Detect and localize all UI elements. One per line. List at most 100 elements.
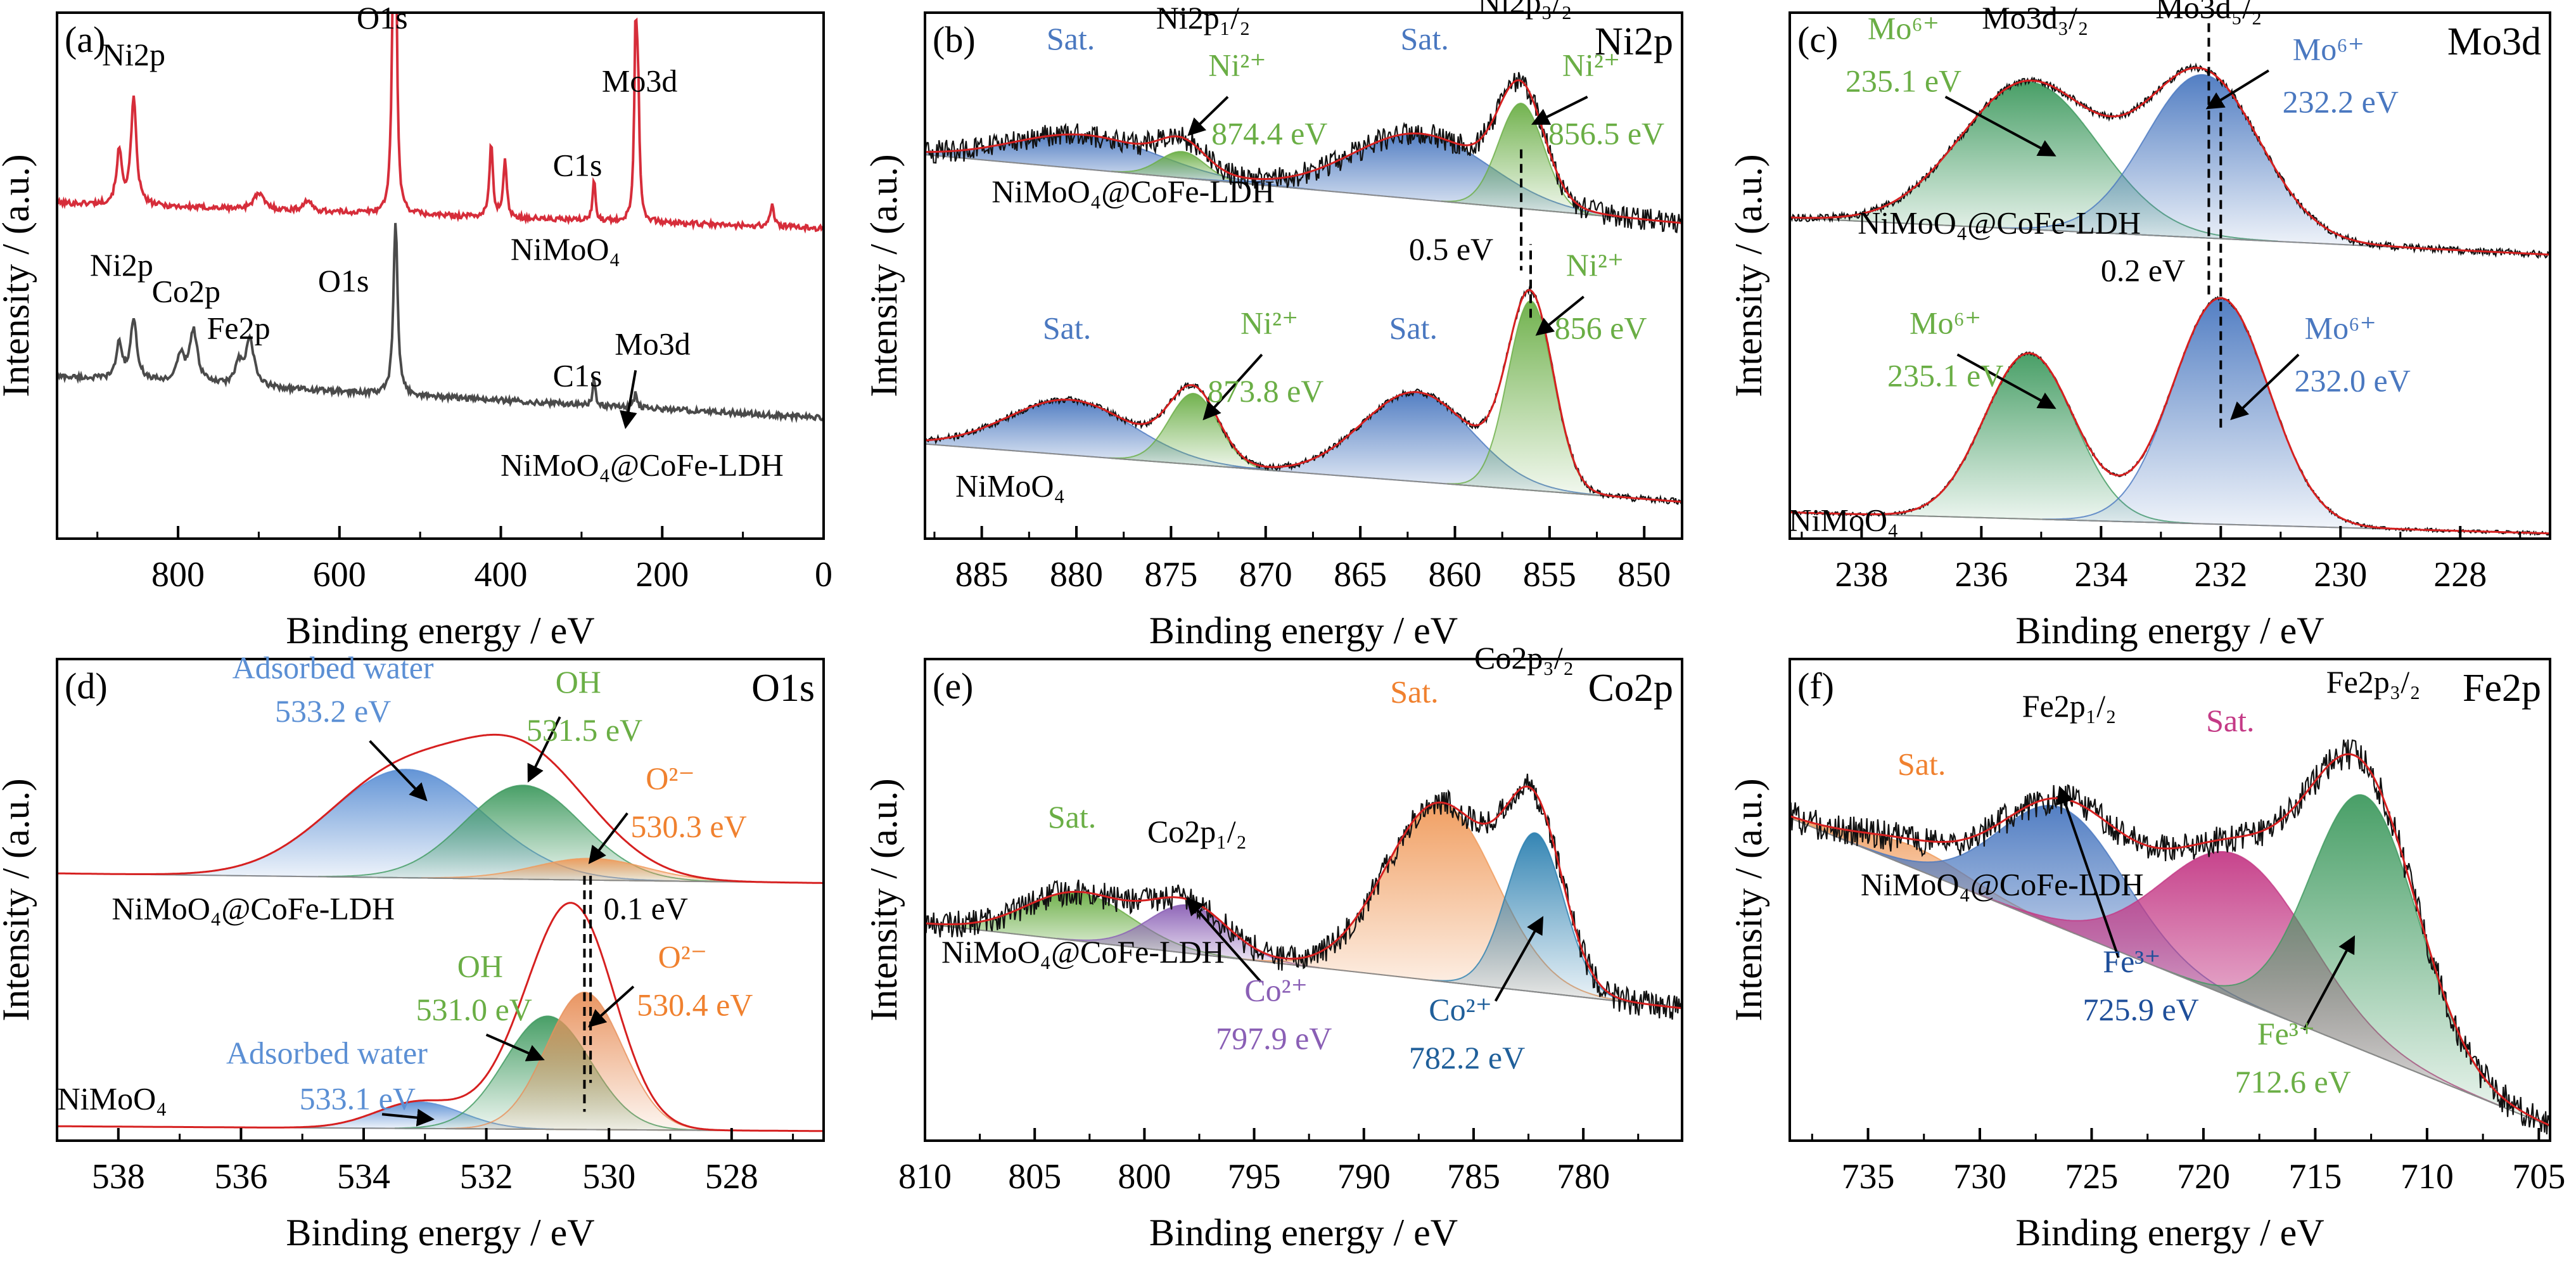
x-tick-label: 850	[1617, 555, 1671, 594]
peak-annotation: Fe³⁺	[2103, 944, 2160, 979]
x-tick-label: 795	[1228, 1157, 1281, 1196]
peak-annotation: Co2p₃/₂	[1474, 640, 1574, 676]
x-tick-label: 530	[582, 1157, 635, 1196]
annotation-arrow	[1185, 897, 1262, 983]
peak-annotation: Ni²⁺	[1240, 305, 1298, 340]
x-axis-label: Binding energy / eV	[286, 1212, 594, 1253]
peak-annotation: Mo3d	[615, 326, 690, 362]
peak-annotation: Fe2p	[207, 311, 271, 346]
peak-annotation: NiMoO₄	[58, 1081, 167, 1117]
plot-area	[1790, 62, 2550, 536]
peak-annotation: NiMoO₄@CoFe-LDH	[992, 174, 1275, 209]
peak-annotation: 530.3 eV	[630, 809, 746, 844]
x-axis-label: Binding energy / eV	[1149, 610, 1458, 651]
annotation-arrow	[1956, 353, 2056, 409]
peak-annotation: Adsorbed water	[233, 650, 434, 685]
panel-title: O1s	[751, 667, 815, 710]
x-axis-label: Binding energy / eV	[2015, 610, 2324, 651]
annotation-arrow	[485, 1033, 545, 1061]
fit-envelope	[57, 902, 824, 1132]
peak-annotation: Ni2p	[102, 37, 165, 72]
peak-annotation: 873.8 eV	[1208, 373, 1323, 409]
peak-annotation: Mo⁶⁺	[2293, 32, 2364, 67]
annotation-arrow	[588, 812, 628, 864]
peak-annotation: Mo⁶⁺	[2305, 311, 2376, 346]
peak-annotation: 235.1 eV	[1846, 63, 1961, 99]
x-tick-label: 800	[151, 555, 205, 594]
fit-envelope	[1790, 297, 2550, 535]
peak-annotation: Sat.	[1400, 21, 1448, 56]
x-tick-label: 234	[2074, 555, 2127, 594]
peak-annotation: 232.0 eV	[2295, 363, 2411, 399]
peak-annotation: NiMoO₄	[955, 468, 1065, 504]
x-tick-label: 855	[1523, 555, 1576, 594]
x-tick-label: 790	[1337, 1157, 1391, 1196]
x-tick-label: 880	[1050, 555, 1103, 594]
panel-label: (c)	[1797, 19, 1838, 60]
x-tick-label: 810	[898, 1157, 952, 1196]
peak-annotation: C1s	[553, 357, 603, 393]
peak-annotation: Sat.	[1390, 674, 1438, 709]
peak-annotation: Mo⁶⁺	[1868, 11, 1939, 46]
peak-annotation: Fe³⁺	[2257, 1016, 2315, 1051]
x-tick-label: 715	[2288, 1157, 2342, 1196]
peak-annotation: Mo3d	[602, 63, 677, 99]
x-tick-label: 528	[705, 1157, 758, 1196]
peak-annotation: NiMoO₄	[511, 231, 620, 267]
peak-annotation: Mo3d₅/₂	[2155, 0, 2262, 25]
peak-annotation: Sat.	[1047, 21, 1095, 56]
fit-baseline	[1790, 817, 2550, 1127]
annotation-arrow	[381, 1108, 435, 1127]
peak-annotation: 533.1 eV	[300, 1081, 416, 1117]
peak-annotation: Sat.	[2206, 703, 2254, 738]
fit-baseline	[925, 154, 1682, 224]
x-tick-label: 538	[92, 1157, 145, 1196]
fit-envelope	[1790, 753, 2550, 1127]
peak-annotation: Co²⁺	[1429, 992, 1492, 1027]
plot-frame	[924, 658, 1683, 1142]
peak-annotation: Ni2p	[90, 247, 153, 283]
x-tick-label: 536	[214, 1157, 267, 1196]
peak-annotation: 856 eV	[1555, 311, 1647, 346]
peak-annotation: OH	[556, 664, 601, 700]
plot-frame	[1789, 658, 2551, 1142]
peak-annotation: 0.1 eV	[604, 890, 688, 926]
x-tick-label: 885	[955, 555, 1009, 594]
peak-annotation: 856.5 eV	[1548, 116, 1664, 151]
peak-annotation: NiMoO₄@CoFe-LDH	[1861, 866, 2144, 902]
panel-e: 810 805 800 795 790 785 780 Binding energy / eV…	[863, 640, 1683, 1253]
panel-label: (e)	[933, 665, 973, 707]
panel-d: 538 536 534 532 530 528 Binding energy / eV Int…	[0, 650, 825, 1253]
peak-annotation: NiMoO₄@CoFe-LDH	[941, 934, 1225, 970]
annotation-arrow	[1531, 96, 1588, 125]
peak-annotation: 782.2 eV	[1409, 1040, 1525, 1075]
peak-annotation: O1s	[357, 0, 408, 35]
panel-title: Co2p	[1588, 667, 1673, 710]
peak-annotation: Ni²⁺	[1562, 48, 1620, 83]
panel-label: (a)	[65, 19, 105, 60]
panel-label: (f)	[1797, 665, 1834, 707]
panel-c: 238 236 234 232 230 228 Binding energy / eV Int…	[1728, 0, 2551, 651]
y-axis-label: Intensity / (a.u.)	[863, 778, 905, 1021]
x-tick-label: 532	[460, 1157, 513, 1196]
annotation-arrow	[1535, 295, 1584, 336]
x-tick-label: 705	[2512, 1157, 2565, 1196]
x-tick-label: 230	[2314, 555, 2367, 594]
peak-annotation: Fe2p₃/₂	[2326, 664, 2421, 700]
panel-label: (b)	[933, 19, 976, 60]
x-axis-label: Binding energy / eV	[2015, 1212, 2324, 1253]
x-tick-label: 870	[1239, 555, 1292, 594]
plot-area	[57, 733, 824, 1132]
plot-area	[57, 13, 824, 423]
panel-title: Ni2p	[1595, 20, 1673, 63]
peak-annotation: Sat.	[1043, 311, 1091, 346]
peak-annotation: Ni2p₁/₂	[1156, 0, 1251, 35]
peak-annotation: NiMoO₄@CoFe-LDH	[1858, 205, 2141, 241]
peak-annotation: 797.9 eV	[1216, 1021, 1332, 1056]
peak-annotation: NiMoO₄@CoFe-LDH	[112, 890, 395, 926]
fit-envelope	[57, 733, 824, 884]
fit-envelope	[925, 79, 1682, 224]
peak-annotation: 235.1 eV	[1887, 357, 2003, 393]
x-tick-label: 780	[1557, 1157, 1610, 1196]
